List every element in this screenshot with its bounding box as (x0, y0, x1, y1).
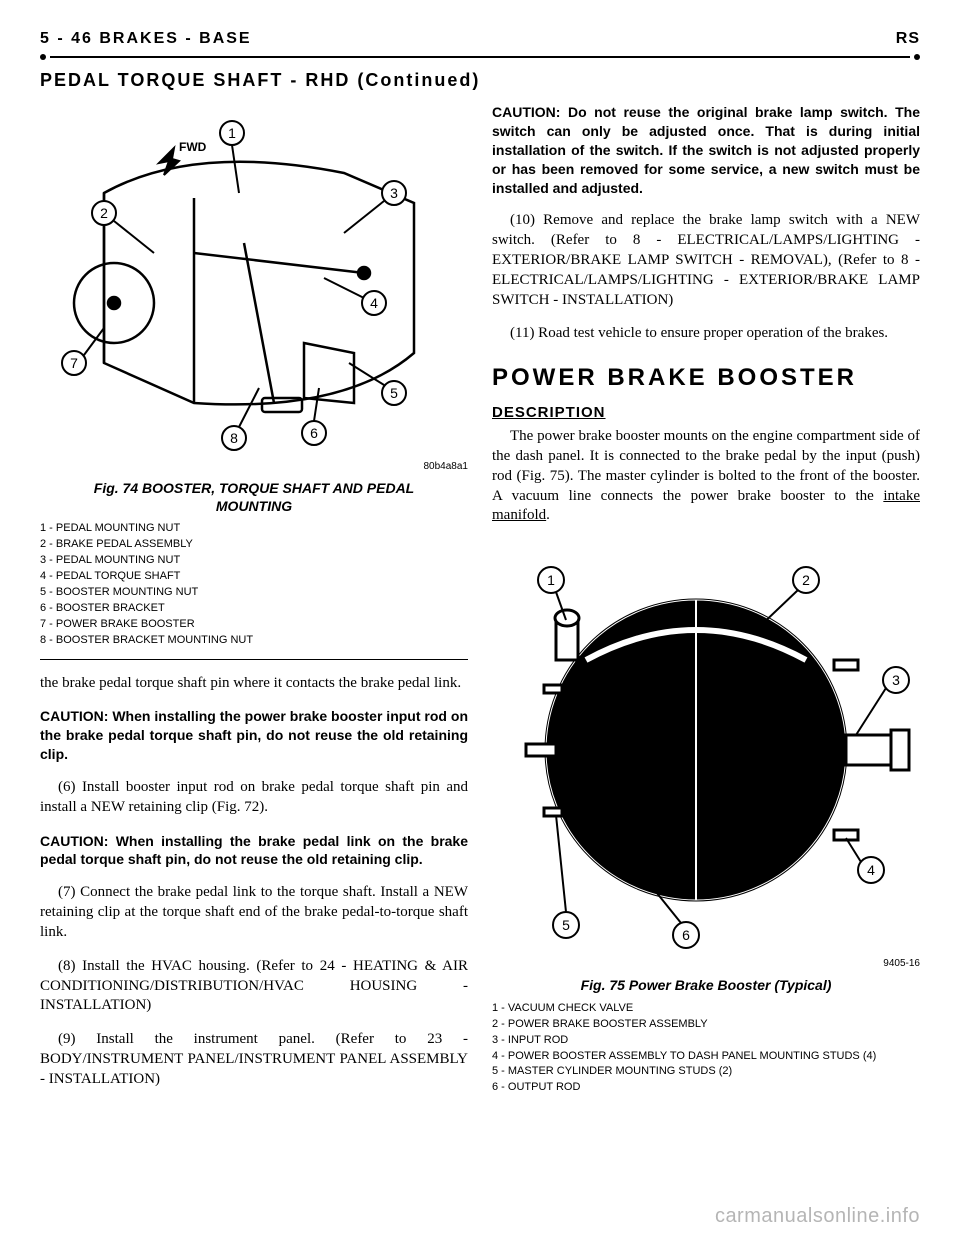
svg-text:8: 8 (230, 430, 238, 446)
header-right: RS (896, 30, 920, 48)
caution-block: CAUTION: When installing the power brake… (40, 707, 468, 764)
svg-text:2: 2 (802, 572, 810, 588)
svg-text:6: 6 (682, 927, 690, 943)
step-9: (9) Install the instrument panel. (Refer… (40, 1030, 468, 1089)
figure-74-caption: Fig. 74 BOOSTER, TORQUE SHAFT AND PEDAL … (40, 480, 468, 515)
svg-text:6: 6 (310, 425, 318, 441)
continued-heading: PEDAL TORQUE SHAFT - RHD (Continued) (40, 70, 920, 91)
page-header: 5 - 46 BRAKES - BASE RS (40, 30, 920, 48)
caution-block: CAUTION: When installing the brake pedal… (40, 832, 468, 870)
step-8: (8) Install the HVAC housing. (Refer to … (40, 957, 468, 1016)
caution-block: CAUTION: Do not reuse the original brake… (492, 103, 920, 197)
legend-item: 2 - BRAKE PEDAL ASSEMBLY (40, 537, 468, 553)
step-10: (10) Remove and replace the brake lamp s… (492, 211, 920, 310)
legend-item: 6 - OUTPUT ROD (492, 1080, 920, 1096)
svg-text:FWD: FWD (179, 140, 207, 154)
legend-item: 3 - PEDAL MOUNTING NUT (40, 553, 468, 569)
body-paragraph: the brake pedal torque shaft pin where i… (40, 674, 468, 694)
left-column: FWD 1 2 3 (40, 103, 468, 1106)
figure-74-caption-line2: MOUNTING (216, 498, 292, 514)
svg-text:1: 1 (228, 125, 236, 141)
svg-text:4: 4 (867, 862, 875, 878)
step-7: (7) Connect the brake pedal link to the … (40, 883, 468, 942)
legend-item: 8 - BOOSTER BRACKET MOUNTING NUT (40, 633, 468, 649)
legend-item: 2 - POWER BRAKE BOOSTER ASSEMBLY (492, 1017, 920, 1033)
figure-75-legend: 1 - VACUUM CHECK VALVE 2 - POWER BRAKE B… (492, 1001, 920, 1097)
figure-74-caption-line1: Fig. 74 BOOSTER, TORQUE SHAFT AND PEDAL (94, 480, 414, 496)
svg-text:1: 1 (547, 572, 555, 588)
header-rule (40, 54, 920, 60)
legend-item: 4 - POWER BOOSTER ASSEMBLY TO DASH PANEL… (492, 1049, 920, 1065)
svg-text:3: 3 (390, 185, 398, 201)
two-column-layout: FWD 1 2 3 (40, 103, 920, 1106)
svg-text:4: 4 (370, 295, 378, 311)
legend-item: 5 - BOOSTER MOUNTING NUT (40, 585, 468, 601)
subsection-heading: DESCRIPTION (492, 404, 920, 421)
legend-item: 5 - MASTER CYLINDER MOUNTING STUDS (2) (492, 1064, 920, 1080)
figure-75: 1 2 3 4 5 6 9405-16 Fig. 75 Power Brake … (492, 540, 920, 1096)
right-column: CAUTION: Do not reuse the original brake… (492, 103, 920, 1106)
figure-74-legend: 1 - PEDAL MOUNTING NUT 2 - BRAKE PEDAL A… (40, 521, 468, 649)
desc-text-a: The power brake booster mounts on the en… (492, 428, 920, 503)
svg-text:5: 5 (562, 917, 570, 933)
description-paragraph: The power brake booster mounts on the en… (492, 427, 920, 526)
figure-74: FWD 1 2 3 (40, 103, 468, 649)
legend-item: 7 - POWER BRAKE BOOSTER (40, 617, 468, 633)
legend-item: 3 - INPUT ROD (492, 1033, 920, 1049)
legend-item: 4 - PEDAL TORQUE SHAFT (40, 569, 468, 585)
svg-text:2: 2 (100, 205, 108, 221)
step-6: (6) Install booster input rod on brake p… (40, 778, 468, 818)
svg-text:3: 3 (892, 672, 900, 688)
legend-item: 1 - PEDAL MOUNTING NUT (40, 521, 468, 537)
section-title: POWER BRAKE BOOSTER (492, 364, 920, 392)
divider (40, 659, 468, 660)
legend-item: 1 - VACUUM CHECK VALVE (492, 1001, 920, 1017)
step-11: (11) Road test vehicle to ensure proper … (492, 324, 920, 344)
header-left: 5 - 46 BRAKES - BASE (40, 30, 252, 48)
svg-text:5: 5 (390, 385, 398, 401)
desc-text-b: . (546, 507, 550, 523)
footer-watermark: carmanualsonline.info (715, 1205, 920, 1228)
figure-75-caption: Fig. 75 Power Brake Booster (Typical) (492, 977, 920, 995)
figure-75-illustration: 1 2 3 4 5 6 (492, 540, 920, 960)
legend-item: 6 - BOOSTER BRACKET (40, 601, 468, 617)
svg-text:7: 7 (70, 355, 78, 371)
figure-74-illustration: FWD 1 2 3 (40, 103, 468, 463)
